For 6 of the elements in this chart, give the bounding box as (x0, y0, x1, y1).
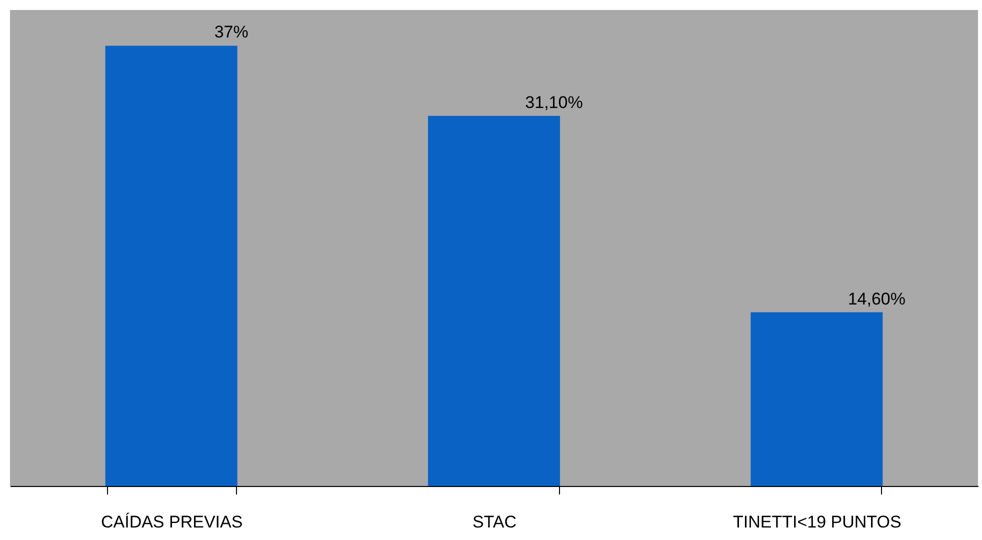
x-tick-label: TINETTI<19 PUNTOS (733, 512, 902, 532)
data-label: 14,60% (848, 289, 906, 308)
data-label: 31,10% (525, 92, 583, 112)
x-tick-label: CAÍDAS PREVIAS (100, 512, 243, 532)
data-label: 37% (214, 22, 248, 42)
x-tick-label: STAC (472, 512, 517, 532)
